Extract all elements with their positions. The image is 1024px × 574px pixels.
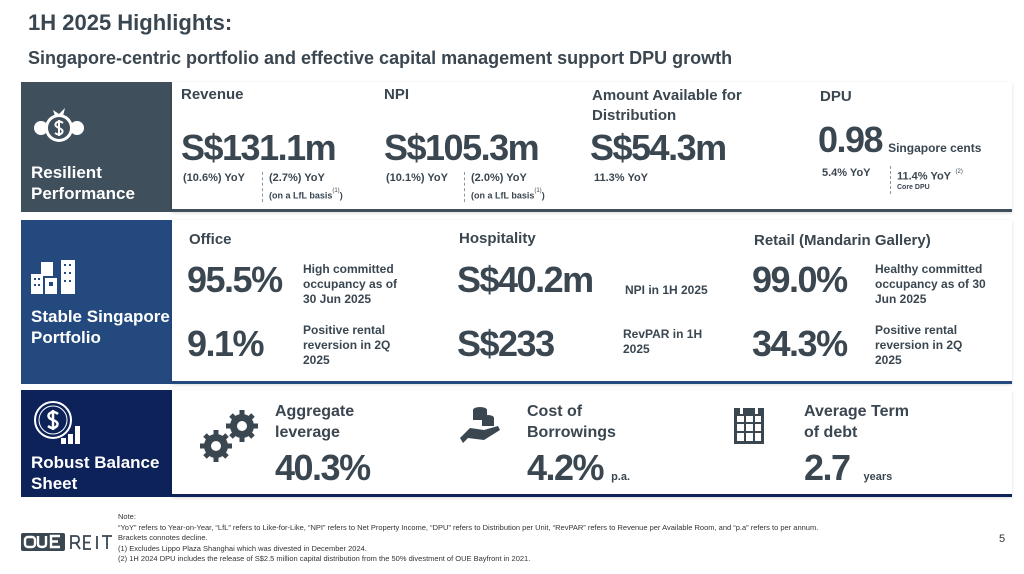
section-stable-portfolio: Stable Singapore Portfolio	[21, 220, 172, 384]
npi-lfl: (2.0%) YoY (on a LfL basis(1))	[464, 172, 545, 203]
page-title: 1H 2025 Highlights:	[28, 10, 233, 35]
note-line: (1) Excludes Lippo Plaza Shanghai which …	[118, 543, 367, 553]
hospitality-revpar-desc: RevPAR in 1H 2025	[623, 327, 703, 356]
retail-occupancy-desc: Healthy committed occupancy as of 30 Jun…	[875, 262, 986, 306]
npi-label: NPI	[384, 86, 410, 103]
office-reversion-desc: Positive rental reversion in 2Q 2025	[303, 323, 391, 367]
hospitality-revpar: S$233	[457, 323, 555, 364]
dpu-value-group: 0.98 Singapore cents	[818, 118, 981, 162]
term-value-group: 2.7 years	[804, 446, 892, 490]
distribution-value: S$54.3m	[590, 127, 727, 168]
footnotes: Note: “YoY” refers to Year-on-Year, “LfL…	[118, 512, 818, 565]
dollar-chart-icon	[34, 401, 80, 444]
npi-yoy: (10.1%) YoY	[386, 172, 448, 184]
retail-reversion: 34.3%	[752, 323, 848, 364]
section-label: Robust Balance Sheet	[31, 453, 160, 493]
core-dpu-label: Core DPU	[897, 184, 930, 192]
cost-unit: p.a.	[611, 471, 631, 483]
office-occupancy: 95.5%	[187, 259, 283, 300]
term-value: 2.7	[804, 447, 851, 488]
coins-hand-icon	[460, 407, 500, 443]
footnote-ref: (1)	[534, 188, 542, 194]
dpu-label: DPU	[820, 88, 852, 105]
dpu-value: 0.98	[818, 119, 884, 160]
page-number: 5	[999, 533, 1006, 545]
calendar-icon	[734, 406, 764, 444]
lfl-note: (on a LfL basis	[471, 190, 535, 201]
cost-label: Cost of Borrowings	[527, 403, 616, 441]
leverage-label: Aggregate leverage	[275, 403, 355, 441]
npi-value: S$105.3m	[384, 127, 540, 168]
npi-lfl-value: (2.0%) YoY	[471, 172, 527, 184]
oue-reit-logo-mark	[21, 533, 112, 551]
buildings-icon	[31, 260, 75, 294]
portfolio-panel: Office 95.5% High committed occupancy as…	[172, 220, 1012, 384]
retail-label: Retail (Mandarin Gallery)	[754, 232, 931, 249]
term-unit: years	[863, 471, 893, 483]
revenue-lfl-value: (2.7%) YoY	[269, 172, 325, 184]
revenue-value: S$131.1m	[181, 127, 337, 168]
leverage-value: 40.3%	[275, 447, 371, 488]
hospitality-npi-desc: NPI in 1H 2025	[625, 283, 708, 297]
note-line: “YoY” refers to Year-on-Year, “LfL” refe…	[118, 522, 819, 532]
section-resilient-performance: Resilient Performance	[21, 82, 172, 212]
footnote-ref: (1)	[332, 188, 340, 194]
footnote-ref: (2)	[955, 169, 963, 175]
note-line: Brackets connotes decline.	[118, 533, 208, 542]
page-subtitle: Singapore-centric portfolio and effectiv…	[28, 48, 733, 68]
core-dpu: 11.4% YoY (2) Core DPU	[890, 166, 963, 195]
cost-value: 4.2%	[527, 447, 605, 488]
revenue-yoy: (10.6%) YoY	[183, 172, 245, 184]
distribution-label: Amount Available for Distribution	[592, 87, 742, 124]
term-label: Average Term of debt	[804, 403, 909, 441]
hospitality-label: Hospitality	[459, 230, 536, 247]
cost-value-group: 4.2% p.a.	[527, 446, 630, 490]
hospitality-npi: S$40.2m	[457, 259, 594, 300]
section-label: Resilient Performance	[31, 163, 135, 203]
revenue-label: Revenue	[181, 86, 244, 103]
office-label: Office	[189, 231, 232, 248]
performance-panel: Revenue S$131.1m (10.6%) YoY (2.7%) YoY (…	[172, 82, 1012, 212]
core-dpu-value: 11.4% YoY	[897, 170, 952, 183]
lfl-note: (on a LfL basis	[269, 190, 333, 201]
section-robust-balance: Robust Balance Sheet	[21, 390, 172, 497]
dpu-unit: Singapore cents	[888, 141, 982, 155]
note-heading: Note:	[118, 512, 136, 521]
revenue-lfl: (2.7%) YoY (on a LfL basis(1))	[262, 172, 343, 203]
office-reversion: 9.1%	[187, 323, 265, 364]
dpu-yoy: 5.4% YoY	[822, 167, 871, 179]
office-occupancy-desc: High committed occupancy as of 30 Jun 20…	[303, 262, 398, 306]
retail-occupancy: 99.0%	[752, 259, 848, 300]
money-bag-gears-icon	[34, 108, 84, 142]
note-line: (2) 1H 2024 DPU includes the release of …	[118, 554, 531, 563]
oue-reit-logo	[21, 532, 113, 552]
retail-reversion-desc: Positive rental reversion in 2Q 2025	[875, 323, 963, 367]
distribution-yoy: 11.3% YoY	[594, 172, 649, 184]
section-label: Stable Singapore Portfolio	[31, 307, 170, 347]
balance-panel: Aggregate leverage 40.3% Cost of Borrowi…	[172, 390, 1012, 497]
gears-icon	[200, 410, 258, 462]
